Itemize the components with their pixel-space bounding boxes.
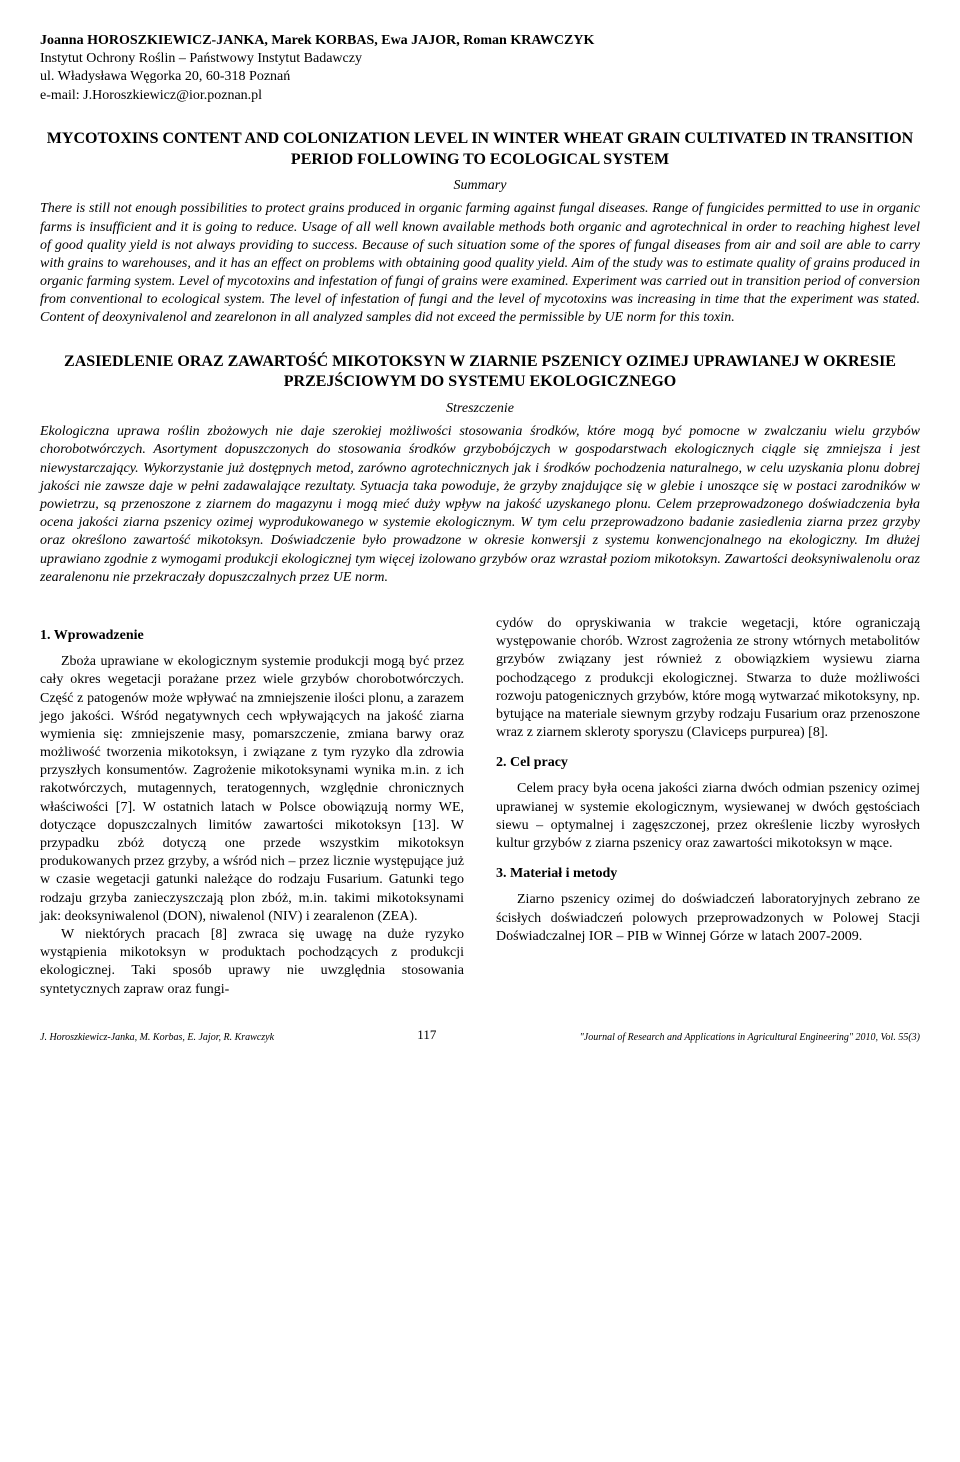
author-names: Joanna HOROSZKIEWICZ-JANKA, Marek KORBAS… (40, 32, 920, 50)
body-columns: 1. Wprowadzenie Zboża uprawiane w ekolog… (40, 615, 920, 999)
page-number: 117 (417, 1027, 436, 1043)
email-line: e-mail: J.Horoszkiewicz@ior.poznan.pl (40, 87, 920, 105)
summary-label: Summary (40, 178, 920, 194)
section-3-heading: 3. Materiał i metody (496, 865, 920, 883)
footer-right: "Journal of Research and Applications in… (580, 1032, 920, 1043)
section-2-heading: 2. Cel pracy (496, 754, 920, 772)
section-1-para-3: cydów do opryskiwania w trakcie wegetacj… (496, 615, 920, 742)
article-header: Joanna HOROSZKIEWICZ-JANKA, Marek KORBAS… (40, 32, 920, 105)
streszczenie-text: Ekologiczna uprawa roślin zbożowych nie … (40, 423, 920, 587)
right-column: cydów do opryskiwania w trakcie wegetacj… (496, 615, 920, 999)
left-column: 1. Wprowadzenie Zboża uprawiane w ekolog… (40, 615, 464, 999)
section-1-heading: 1. Wprowadzenie (40, 627, 464, 645)
section-2-para-1: Celem pracy była ocena jakości ziarna dw… (496, 780, 920, 853)
affiliation-line-1: Instytut Ochrony Roślin – Państwowy Inst… (40, 50, 920, 68)
streszczenie-label: Streszczenie (40, 401, 920, 417)
section-1-para-2: W niektórych pracach [8] zwraca się uwag… (40, 926, 464, 999)
footer-left: J. Horoszkiewicz-Janka, M. Korbas, E. Ja… (40, 1032, 274, 1043)
section-1-para-1: Zboża uprawiane w ekologicznym systemie … (40, 653, 464, 926)
summary-text: There is still not enough possibilities … (40, 200, 920, 327)
page-footer: J. Horoszkiewicz-Janka, M. Korbas, E. Ja… (40, 1027, 920, 1043)
affiliation-line-2: ul. Władysława Węgorka 20, 60-318 Poznań (40, 68, 920, 86)
title-english: MYCOTOXINS CONTENT AND COLONIZATION LEVE… (40, 129, 920, 171)
section-3-para-1: Ziarno pszenicy ozimej do doświadczeń la… (496, 891, 920, 946)
title-polish: ZASIEDLENIE ORAZ ZAWARTOŚĆ MIKOTOKSYN W … (40, 352, 920, 394)
